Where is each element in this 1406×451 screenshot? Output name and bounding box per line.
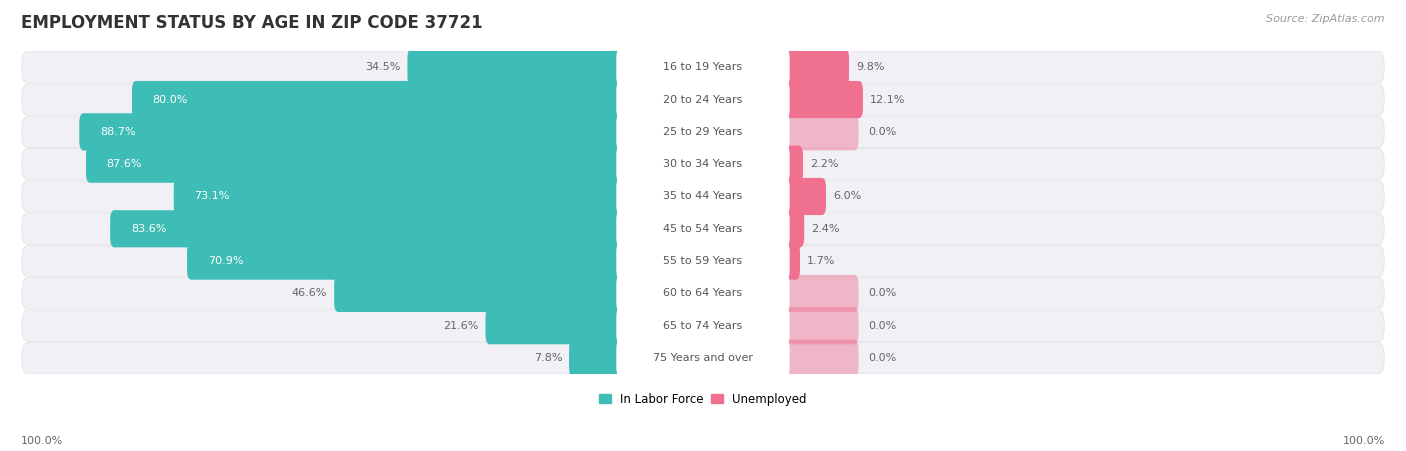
FancyBboxPatch shape xyxy=(782,243,800,280)
FancyBboxPatch shape xyxy=(569,340,624,377)
Text: 60 to 64 Years: 60 to 64 Years xyxy=(664,289,742,299)
FancyBboxPatch shape xyxy=(22,181,1384,212)
FancyBboxPatch shape xyxy=(616,275,790,312)
FancyBboxPatch shape xyxy=(782,49,849,86)
FancyBboxPatch shape xyxy=(132,81,624,118)
Text: 0.0%: 0.0% xyxy=(868,353,897,363)
Text: 87.6%: 87.6% xyxy=(107,159,142,169)
Text: 100.0%: 100.0% xyxy=(21,437,63,446)
FancyBboxPatch shape xyxy=(782,210,804,248)
Text: 80.0%: 80.0% xyxy=(153,95,188,105)
Text: 12.1%: 12.1% xyxy=(870,95,905,105)
FancyBboxPatch shape xyxy=(187,243,624,280)
FancyBboxPatch shape xyxy=(408,49,624,86)
FancyBboxPatch shape xyxy=(616,49,790,86)
Text: 2.4%: 2.4% xyxy=(811,224,839,234)
Text: EMPLOYMENT STATUS BY AGE IN ZIP CODE 37721: EMPLOYMENT STATUS BY AGE IN ZIP CODE 377… xyxy=(21,14,482,32)
FancyBboxPatch shape xyxy=(616,307,790,344)
FancyBboxPatch shape xyxy=(22,149,1384,179)
Text: 65 to 74 Years: 65 to 74 Years xyxy=(664,321,742,331)
Text: 88.7%: 88.7% xyxy=(100,127,135,137)
Text: 0.0%: 0.0% xyxy=(868,321,897,331)
FancyBboxPatch shape xyxy=(485,307,624,344)
FancyBboxPatch shape xyxy=(22,116,1384,147)
Text: 83.6%: 83.6% xyxy=(131,224,166,234)
Text: 30 to 34 Years: 30 to 34 Years xyxy=(664,159,742,169)
FancyBboxPatch shape xyxy=(782,113,859,151)
Text: 9.8%: 9.8% xyxy=(856,62,884,72)
FancyBboxPatch shape xyxy=(616,146,790,183)
FancyBboxPatch shape xyxy=(335,275,624,312)
Text: 7.8%: 7.8% xyxy=(534,353,562,363)
Text: 100.0%: 100.0% xyxy=(1343,437,1385,446)
FancyBboxPatch shape xyxy=(22,213,1384,244)
Text: 55 to 59 Years: 55 to 59 Years xyxy=(664,256,742,266)
Text: 45 to 54 Years: 45 to 54 Years xyxy=(664,224,742,234)
Text: 20 to 24 Years: 20 to 24 Years xyxy=(664,95,742,105)
FancyBboxPatch shape xyxy=(174,178,624,215)
FancyBboxPatch shape xyxy=(782,275,859,312)
FancyBboxPatch shape xyxy=(22,84,1384,115)
FancyBboxPatch shape xyxy=(110,210,624,248)
FancyBboxPatch shape xyxy=(22,310,1384,341)
Text: 25 to 29 Years: 25 to 29 Years xyxy=(664,127,742,137)
FancyBboxPatch shape xyxy=(782,146,803,183)
FancyBboxPatch shape xyxy=(79,113,624,151)
FancyBboxPatch shape xyxy=(616,340,790,377)
FancyBboxPatch shape xyxy=(22,246,1384,276)
FancyBboxPatch shape xyxy=(616,81,790,118)
Text: 6.0%: 6.0% xyxy=(832,192,860,202)
Text: 70.9%: 70.9% xyxy=(208,256,243,266)
Legend: In Labor Force, Unemployed: In Labor Force, Unemployed xyxy=(595,388,811,410)
Text: 46.6%: 46.6% xyxy=(292,289,328,299)
Text: 21.6%: 21.6% xyxy=(443,321,478,331)
FancyBboxPatch shape xyxy=(616,210,790,248)
FancyBboxPatch shape xyxy=(22,52,1384,83)
FancyBboxPatch shape xyxy=(616,113,790,151)
FancyBboxPatch shape xyxy=(86,146,624,183)
FancyBboxPatch shape xyxy=(782,81,863,118)
Text: 0.0%: 0.0% xyxy=(868,289,897,299)
FancyBboxPatch shape xyxy=(616,243,790,280)
Text: 1.7%: 1.7% xyxy=(807,256,835,266)
FancyBboxPatch shape xyxy=(782,307,859,344)
Text: 0.0%: 0.0% xyxy=(868,127,897,137)
Text: 34.5%: 34.5% xyxy=(366,62,401,72)
FancyBboxPatch shape xyxy=(782,178,825,215)
FancyBboxPatch shape xyxy=(616,178,790,215)
FancyBboxPatch shape xyxy=(22,278,1384,309)
Text: 16 to 19 Years: 16 to 19 Years xyxy=(664,62,742,72)
Text: 2.2%: 2.2% xyxy=(810,159,838,169)
Text: 35 to 44 Years: 35 to 44 Years xyxy=(664,192,742,202)
Text: 73.1%: 73.1% xyxy=(194,192,229,202)
FancyBboxPatch shape xyxy=(782,340,859,377)
Text: Source: ZipAtlas.com: Source: ZipAtlas.com xyxy=(1267,14,1385,23)
FancyBboxPatch shape xyxy=(22,343,1384,373)
Text: 75 Years and over: 75 Years and over xyxy=(652,353,754,363)
